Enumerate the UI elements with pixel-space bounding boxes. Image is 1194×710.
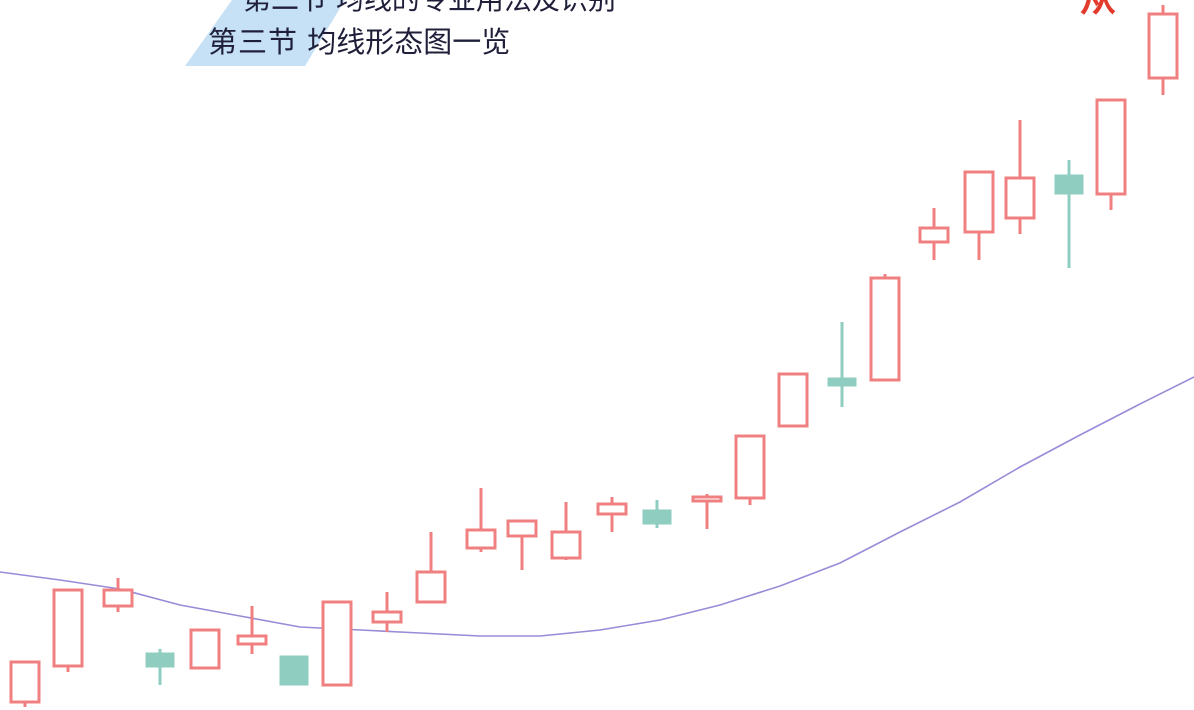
up-candle-body <box>918 226 950 244</box>
candle-17 <box>734 434 766 505</box>
candle-7 <box>279 655 309 686</box>
previous-section-title: 第二节 均线的专业用法及识别 <box>243 0 616 14</box>
down-candle-body <box>1054 174 1084 195</box>
up-candle-body <box>236 634 268 646</box>
up-candle-body <box>963 170 995 234</box>
section-number: 第三节 <box>208 25 299 59</box>
corner-mark-text: 从 <box>1080 0 1116 18</box>
candle-10 <box>415 532 447 604</box>
up-candle-body <box>9 660 41 704</box>
down-candle-body <box>279 655 309 686</box>
candle-24 <box>1054 160 1084 268</box>
up-candle-body <box>321 600 353 687</box>
up-candle-body <box>371 610 403 624</box>
header-accent-stripe <box>185 0 345 66</box>
up-candle-body <box>465 528 497 550</box>
candle-22 <box>963 170 995 260</box>
up-candle-body <box>1095 98 1127 196</box>
candle-21 <box>918 208 950 260</box>
section-header: 第二节 均线的专业用法及识别 第三节 均线形态图一览 从 <box>0 0 1194 70</box>
candle-11 <box>465 488 497 552</box>
up-candle-body <box>102 588 134 608</box>
up-candle-body <box>1004 176 1036 220</box>
down-candle-body <box>827 377 857 387</box>
candle-2 <box>52 588 84 672</box>
up-candle-body <box>415 570 447 604</box>
section-title-row: 第三节 均线形态图一览 <box>208 28 510 57</box>
candle-8 <box>321 600 353 687</box>
up-candle-body <box>691 495 723 503</box>
candle-9 <box>371 592 403 632</box>
up-candle-body <box>189 628 221 670</box>
candle-1 <box>9 660 41 707</box>
moving-average-line <box>0 376 1194 637</box>
candle-5 <box>189 628 221 670</box>
candle-14 <box>596 497 628 532</box>
candle-16 <box>691 494 723 529</box>
up-candle-body <box>596 502 628 516</box>
up-candle-body <box>52 588 84 668</box>
candle-6 <box>236 606 268 654</box>
candle-23 <box>1004 120 1036 234</box>
candle-18 <box>777 372 809 428</box>
down-candle-body <box>642 509 672 525</box>
candle-4 <box>145 649 175 685</box>
candle-26 <box>1147 5 1179 95</box>
candle-13 <box>550 502 582 560</box>
candle-25 <box>1095 98 1127 210</box>
up-candle-body <box>734 434 766 500</box>
candle-19 <box>827 322 857 407</box>
up-candle-body <box>869 276 901 382</box>
section-title: 均线形态图一览 <box>307 25 511 59</box>
down-candle-body <box>145 652 175 668</box>
candle-12 <box>506 519 538 570</box>
candles-group <box>9 5 1179 707</box>
candle-20 <box>869 274 901 382</box>
candle-3 <box>102 578 134 612</box>
up-candle-body <box>777 372 809 428</box>
candle-15 <box>642 500 672 528</box>
up-candle-body <box>506 519 538 538</box>
up-candle-body <box>550 530 582 560</box>
up-candle-body <box>1147 12 1179 80</box>
